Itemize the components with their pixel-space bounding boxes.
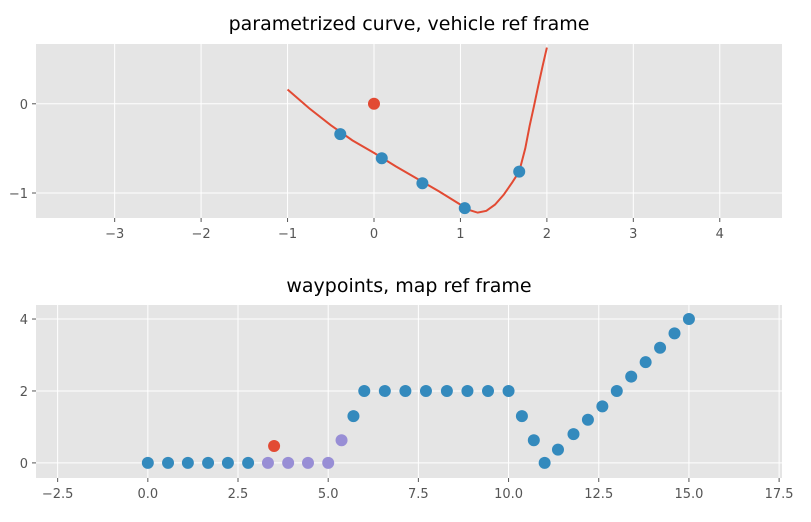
x-tick-label: 10.0 xyxy=(494,487,523,502)
data-point xyxy=(399,384,412,397)
x-tick-label: 12.5 xyxy=(584,487,613,502)
data-point xyxy=(261,456,274,469)
data-point xyxy=(668,327,681,340)
data-point xyxy=(242,456,255,469)
x-tick-label: 1 xyxy=(456,227,464,242)
data-point xyxy=(482,384,495,397)
data-point xyxy=(551,443,564,456)
x-tick-label: −3 xyxy=(105,227,124,242)
x-tick-label: 2 xyxy=(543,227,551,242)
x-tick-label: 2.5 xyxy=(228,487,249,502)
data-point xyxy=(515,410,528,423)
data-point xyxy=(461,384,474,397)
y-tick-label: 0 xyxy=(20,98,28,113)
data-point xyxy=(416,177,429,190)
y-tick-label: 4 xyxy=(20,313,28,328)
data-point xyxy=(419,384,432,397)
data-point xyxy=(322,456,335,469)
data-point xyxy=(458,202,471,215)
data-point xyxy=(513,165,526,178)
x-tick-label: 7.5 xyxy=(408,487,429,502)
curve-line xyxy=(286,47,548,214)
data-point xyxy=(527,434,540,447)
data-point xyxy=(301,456,314,469)
x-tick-label: −1 xyxy=(278,227,297,242)
data-point xyxy=(625,370,638,383)
y-tick-label: 2 xyxy=(20,385,28,400)
chart-title: waypoints, map ref frame xyxy=(286,275,531,297)
data-point xyxy=(682,313,695,326)
x-tick-label: 17.5 xyxy=(765,487,794,502)
data-point xyxy=(581,413,594,426)
x-tick-label: 15.0 xyxy=(674,487,703,502)
chart-1: parametrized curve, vehicle ref frame −3 −… xyxy=(9,13,782,242)
y-tick-label: −1 xyxy=(9,187,28,202)
data-point xyxy=(334,128,347,141)
data-point xyxy=(358,384,371,397)
x-tick-label: 5.0 xyxy=(318,487,339,502)
x-tick-label: 0.0 xyxy=(137,487,158,502)
x-tick-label: −2 xyxy=(192,227,211,242)
data-point xyxy=(610,384,623,397)
chart-title: parametrized curve, vehicle ref frame xyxy=(229,13,590,35)
x-tick-label: 3 xyxy=(629,227,637,242)
x-tick-label: 0 xyxy=(370,227,378,242)
data-point xyxy=(440,384,453,397)
x-tick-label: 4 xyxy=(716,227,724,242)
data-point xyxy=(181,456,194,469)
data-point xyxy=(141,456,154,469)
data-point xyxy=(596,400,609,413)
data-point xyxy=(567,428,580,441)
data-point xyxy=(202,456,215,469)
data-point xyxy=(367,97,380,110)
data-point xyxy=(378,384,391,397)
data-point xyxy=(221,456,234,469)
data-point xyxy=(335,434,348,447)
data-point xyxy=(538,456,551,469)
x-tick-label: −2.5 xyxy=(42,487,74,502)
data-point xyxy=(654,341,667,354)
data-point xyxy=(282,456,295,469)
data-point xyxy=(268,439,281,452)
data-point xyxy=(162,456,175,469)
data-point xyxy=(502,384,515,397)
plot-area xyxy=(36,44,782,218)
chart-2: waypoints, map ref frame −2.5 0.0 2.5 5.0 7.5… xyxy=(20,275,794,502)
data-point xyxy=(639,356,652,369)
data-point xyxy=(375,152,388,165)
data-point xyxy=(347,410,360,423)
y-tick-label: 0 xyxy=(20,457,28,472)
